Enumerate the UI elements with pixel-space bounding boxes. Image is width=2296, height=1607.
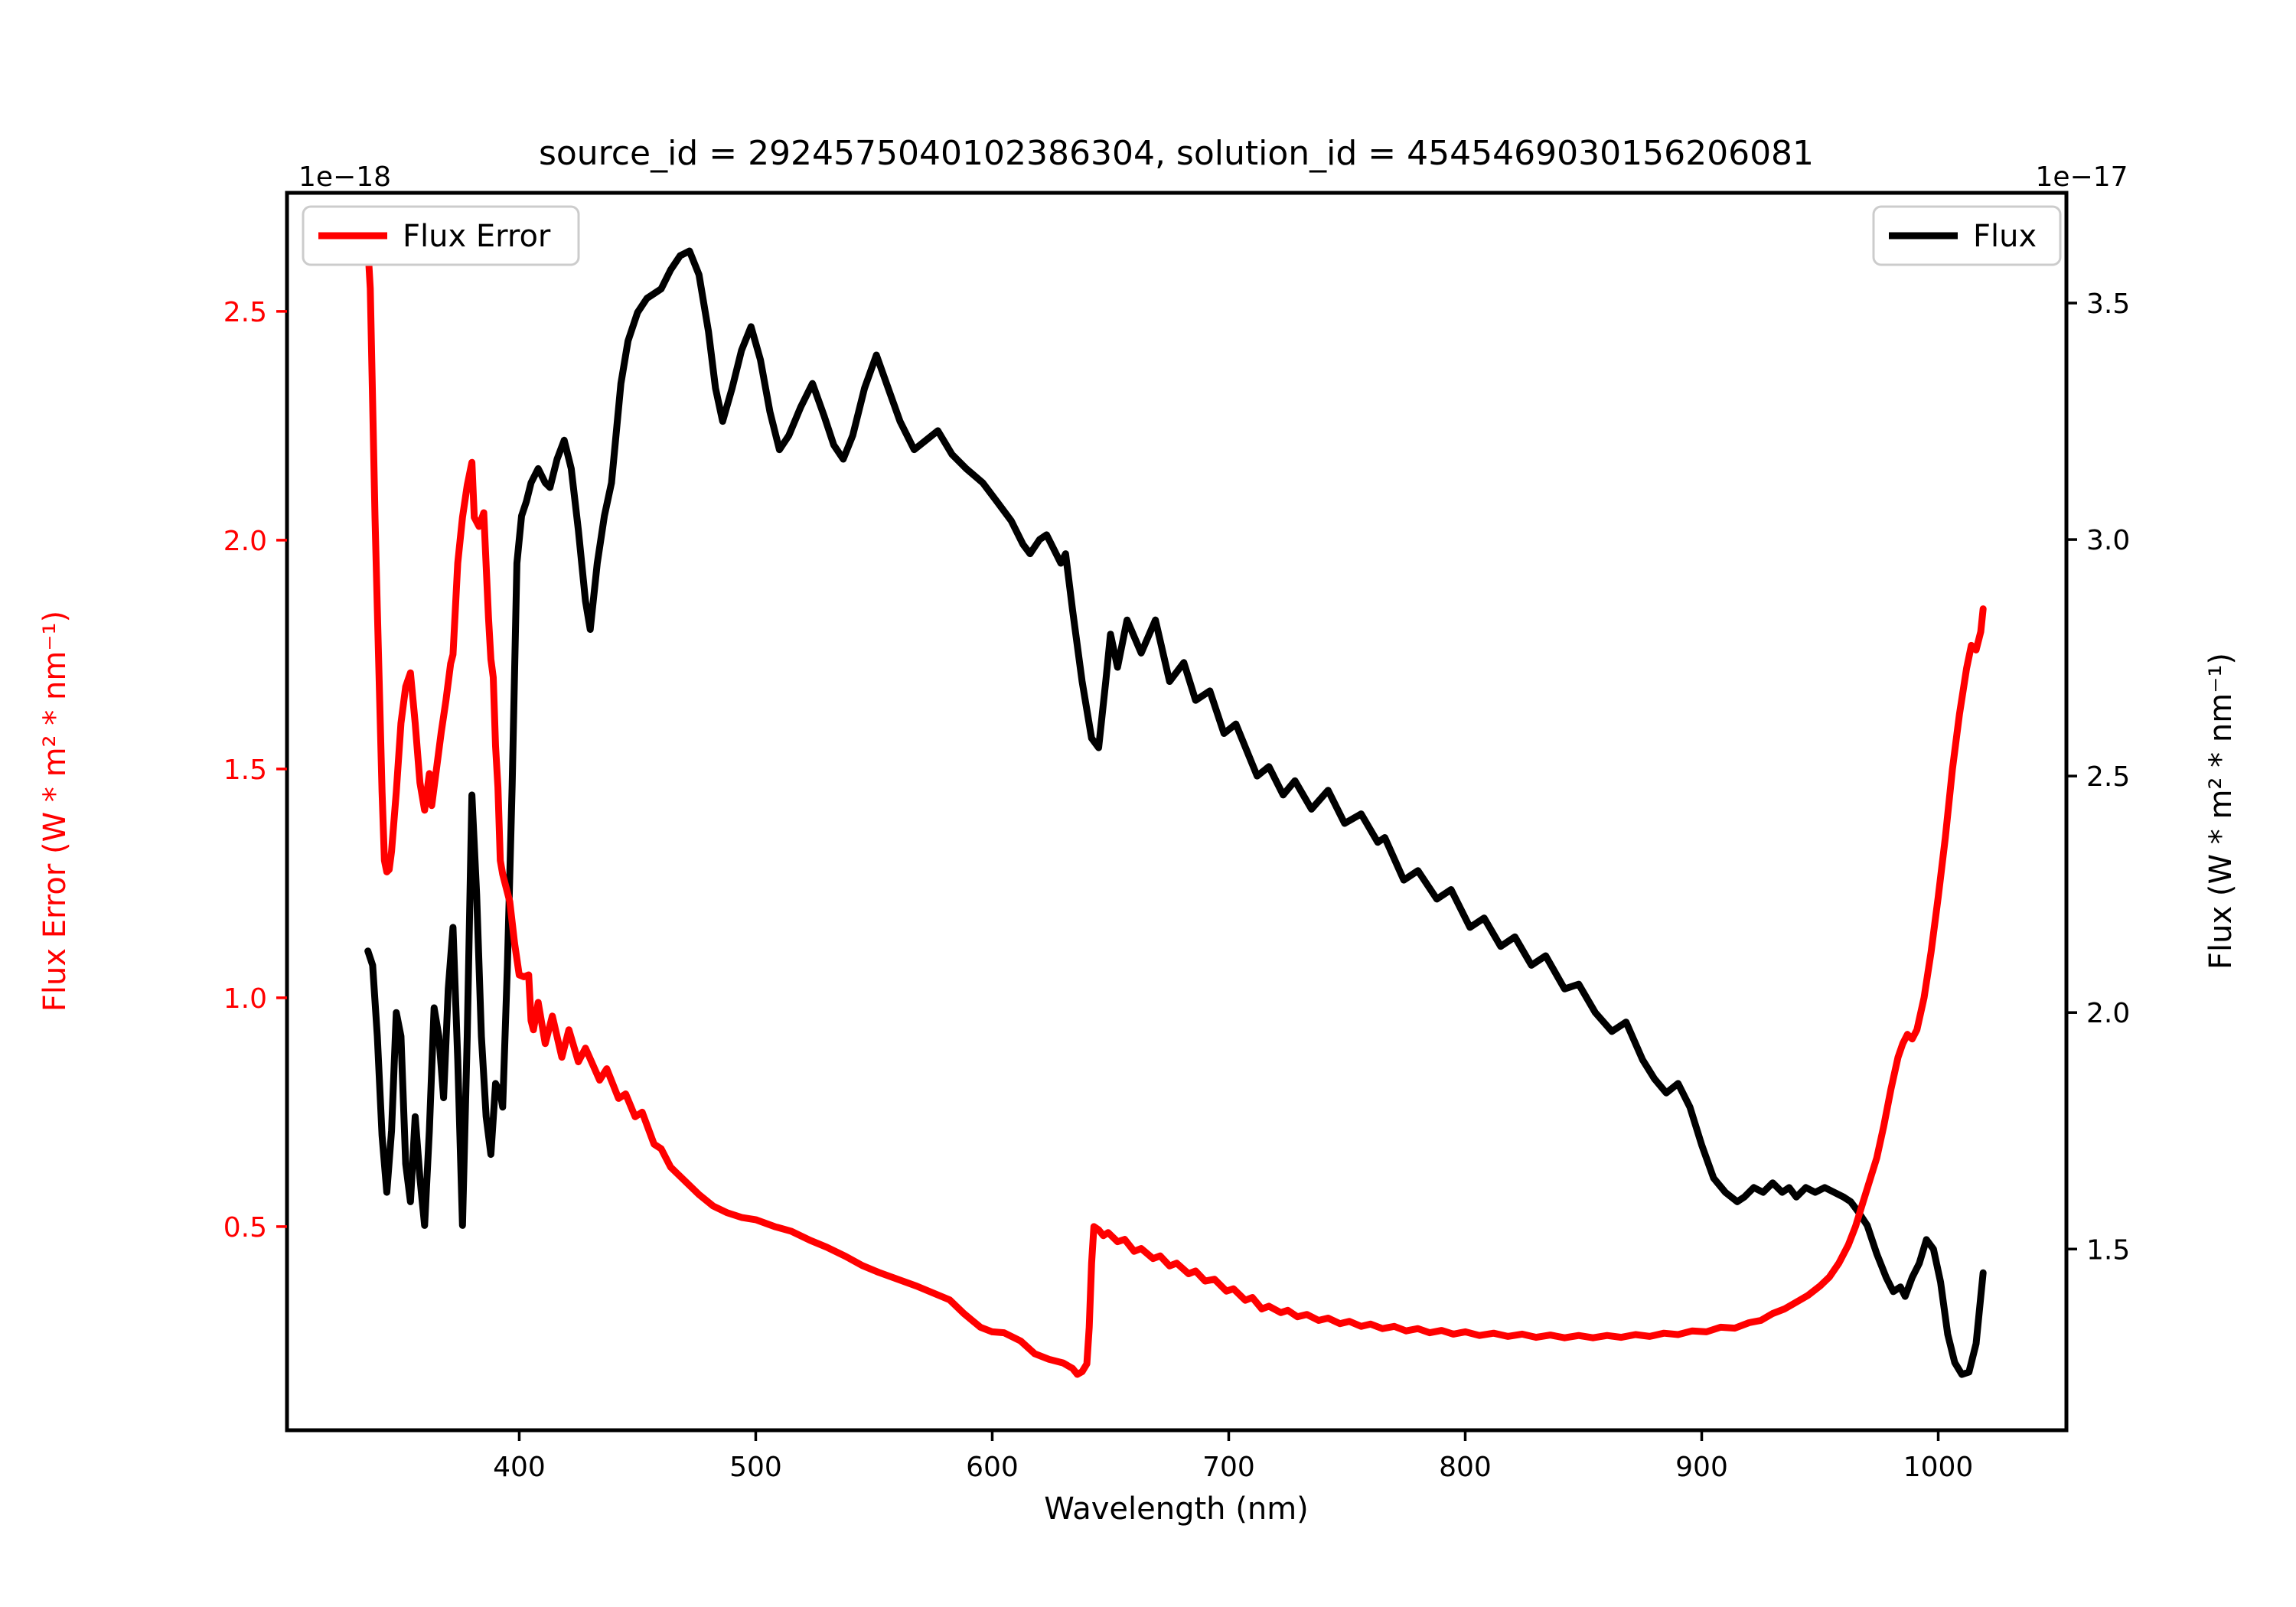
legend-label-flux: Flux: [1973, 219, 2037, 254]
right-axis-offset-text: 1e−17: [2035, 161, 2128, 193]
x-tick-label: 400: [493, 1452, 546, 1483]
legend-box: [302, 205, 580, 266]
flux-error-curve: [364, 243, 1987, 1378]
right-y-tick-label: 3.5: [2086, 288, 2130, 320]
left-axis-offset-text: 1e−18: [298, 161, 391, 193]
chart-title: source_id = 2924575040102386304, solutio…: [539, 134, 1814, 173]
left-axis-ticks: 0.5 1.0 1.5 2.0 2.5: [223, 297, 287, 1244]
x-tick-label: 1000: [1903, 1452, 1974, 1483]
x-tick-label: 600: [966, 1452, 1019, 1483]
left-y-tick-label: 0.5: [223, 1212, 267, 1244]
right-y-tick-label: 2.5: [2086, 761, 2130, 793]
left-y-tick-label: 1.5: [223, 755, 267, 786]
x-tick-label: 900: [1675, 1452, 1728, 1483]
right-axis-ticks: 1.5 2.0 2.5 3.0 3.5: [2066, 288, 2130, 1266]
flux-curve: [364, 247, 1987, 1378]
right-y-tick-label: 1.5: [2086, 1234, 2130, 1266]
x-tick-label: 800: [1439, 1452, 1492, 1483]
left-y-tick-label: 1.0: [223, 983, 267, 1015]
left-y-tick-label: 2.0: [223, 526, 267, 557]
x-tick-label: 700: [1202, 1452, 1255, 1483]
legend-label-flux-error: Flux Error: [403, 219, 551, 254]
left-y-tick-label: 2.5: [223, 297, 267, 328]
legend-flux: Flux: [1872, 205, 2062, 266]
right-y-tick-label: 3.0: [2086, 525, 2130, 556]
right-y-tick-label: 2.0: [2086, 998, 2130, 1029]
left-y-axis-label: Flux Error (W * m² * nm⁻¹): [38, 611, 73, 1012]
right-y-axis-label: Flux (W * m² * nm⁻¹): [2203, 653, 2239, 970]
x-tick-label: 500: [729, 1452, 782, 1483]
legend-box: [1872, 205, 2062, 266]
legend-flux-error: Flux Error: [302, 205, 580, 266]
x-axis-label: Wavelength (nm): [1044, 1491, 1309, 1527]
plot-frame: [285, 191, 2069, 1433]
x-axis-ticks: 400 500 600 700 800 900 1000: [493, 1430, 1973, 1483]
